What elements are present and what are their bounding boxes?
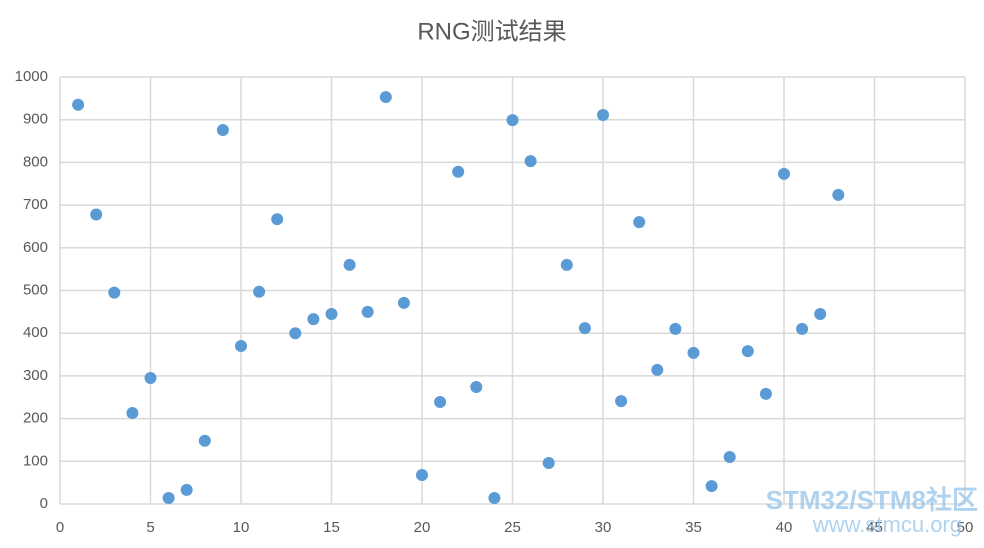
point (108, 286, 121, 299)
point (470, 381, 483, 394)
y-tick-label: 600 (23, 239, 48, 256)
point (651, 363, 664, 376)
point (723, 451, 736, 464)
point (126, 407, 139, 420)
point (397, 296, 410, 309)
point (235, 340, 247, 353)
point (271, 213, 284, 226)
point (416, 468, 428, 481)
point (814, 307, 827, 320)
point (542, 457, 555, 470)
watermark: STM32/STM8社区 (766, 485, 978, 515)
x-tick-label: 35 (685, 519, 702, 536)
point (669, 322, 682, 335)
x-tick-label: 10 (233, 519, 250, 536)
point (325, 307, 338, 320)
point (434, 395, 447, 408)
y-tick-label: 700 (23, 196, 48, 213)
point (597, 109, 609, 122)
point (379, 91, 392, 104)
point (289, 327, 302, 340)
point (524, 155, 537, 168)
y-tick-label: 1000 (15, 68, 48, 85)
point (759, 387, 772, 400)
point (72, 98, 85, 111)
point (216, 123, 229, 136)
point (180, 483, 193, 496)
y-tick-label: 400 (23, 324, 48, 341)
x-tick-label: 45 (866, 519, 883, 536)
point (361, 305, 374, 318)
point (687, 346, 700, 359)
point (90, 208, 103, 221)
point (198, 434, 211, 447)
x-tick-label: 40 (776, 519, 793, 536)
point (506, 114, 519, 127)
point (705, 480, 718, 493)
x-tick-label: 0 (56, 519, 64, 536)
x-tick-label: 50 (957, 519, 974, 536)
point (578, 322, 591, 335)
point (796, 322, 809, 335)
chart-title: RNG测试结果 (417, 18, 566, 45)
watermark: www.stmcu.org (812, 512, 962, 537)
point (307, 313, 320, 326)
point (162, 492, 175, 505)
point (452, 165, 465, 178)
x-tick-label: 5 (146, 519, 154, 536)
point (253, 285, 266, 298)
point (633, 216, 646, 229)
y-tick-label: 300 (23, 367, 48, 384)
y-tick-label: 800 (23, 153, 48, 170)
x-tick-label: 15 (323, 519, 340, 536)
point (741, 345, 754, 358)
point (560, 258, 573, 271)
y-tick-label: 100 (23, 452, 48, 469)
point (778, 167, 790, 180)
y-tick-label: 500 (23, 281, 48, 298)
y-tick-label: 900 (23, 111, 48, 128)
x-tick-label: 25 (504, 519, 521, 536)
y-tick-label: 200 (23, 410, 48, 427)
point (615, 395, 628, 408)
x-tick-label: 20 (414, 519, 431, 536)
point (144, 372, 157, 385)
point (832, 188, 845, 201)
y-tick-label: 0 (40, 495, 48, 512)
point (343, 258, 356, 271)
point (488, 492, 501, 505)
x-tick-label: 30 (595, 519, 612, 536)
